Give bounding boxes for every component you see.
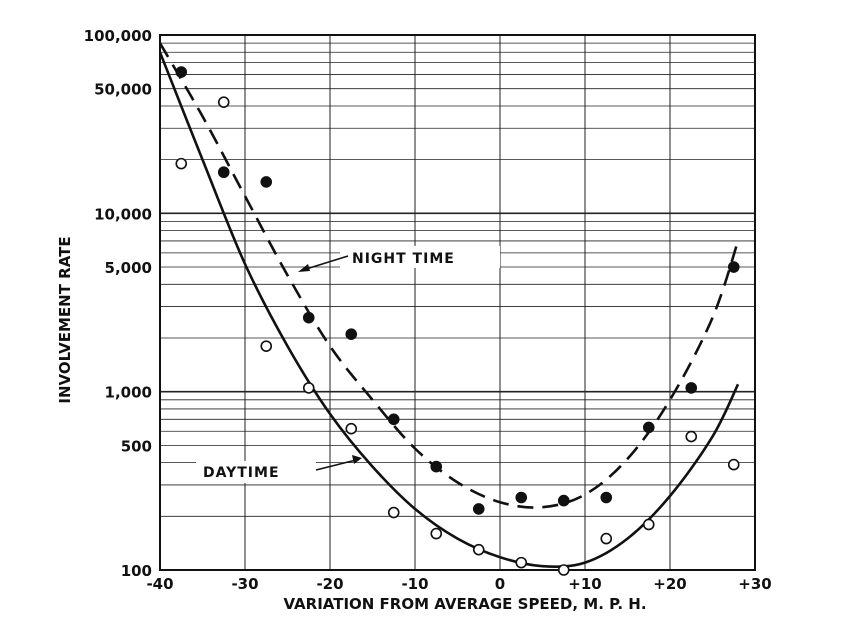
annotation-night-label: NIGHT TIME [352, 251, 455, 267]
y-tick-label: 100 [121, 562, 152, 580]
x-tick-label: +20 [653, 575, 686, 593]
x-axis-title: VARIATION FROM AVERAGE SPEED, M. P. H. [283, 595, 646, 613]
day-data-point [727, 458, 740, 471]
annotation-day-arrowhead [352, 455, 362, 464]
night-data-point [175, 66, 188, 78]
y-tick-label: 1,000 [105, 384, 152, 402]
day-data-point [472, 543, 485, 556]
day-fit-curve [158, 51, 740, 568]
annotation-day-leader [315, 459, 357, 471]
night-data-point [515, 491, 528, 504]
day-data-point [557, 564, 570, 576]
night-data-point [302, 311, 315, 324]
night-fit-curve [158, 42, 740, 509]
night-data-point [642, 421, 655, 434]
day-data-point [260, 340, 273, 352]
day-data-point [302, 382, 315, 394]
y-tick-label: 50,000 [94, 81, 152, 99]
y-tick-label: 5,000 [105, 259, 152, 277]
x-tick-label: -10 [401, 575, 428, 593]
x-tick-label: -30 [231, 575, 258, 593]
night-data-point [472, 503, 485, 515]
annotation-night: NIGHT TIME [298, 246, 500, 272]
night-data-point [217, 166, 230, 179]
night-data-point [430, 460, 443, 473]
x-tick-label: +10 [568, 575, 601, 593]
x-tick-label: 0 [495, 575, 505, 593]
day-data-point [345, 422, 358, 435]
x-tick-label: -40 [146, 575, 173, 593]
night-data-point [685, 382, 698, 394]
night-data-point [557, 494, 570, 507]
annotation-night-leader [302, 255, 349, 271]
night-data-point [345, 328, 358, 341]
annotation-day-label: DAYTIME [203, 465, 280, 481]
x-tick-label: +30 [738, 575, 771, 593]
day-data-point [387, 506, 400, 519]
tick-labels: -40 -30 -20 -10 0 +10 +20 +30 100 500 1,000 5,000 10… [84, 27, 772, 593]
night-data-point [727, 261, 740, 273]
day-data-point [515, 556, 528, 569]
day-data-point [430, 527, 443, 540]
y-axis-title: INVOLVEMENT RATE [56, 236, 74, 403]
day-data-point [175, 157, 188, 170]
grid [159, 35, 756, 571]
day-data-point [600, 532, 613, 545]
day-data-point [685, 430, 698, 443]
fit-curves [158, 42, 740, 568]
night-data-point [600, 491, 613, 504]
plot-frame [159, 34, 756, 571]
data-points [175, 66, 740, 576]
annotation-day: DAYTIME [196, 455, 362, 483]
night-data-point [260, 176, 273, 188]
day-data-point [217, 96, 230, 108]
y-tick-label: 500 [121, 437, 152, 455]
annotation-night-arrowhead [298, 264, 310, 272]
day-data-point [642, 518, 655, 531]
y-tick-label: 100,000 [84, 27, 152, 45]
night-data-point [387, 413, 400, 426]
x-tick-label: -20 [316, 575, 343, 593]
y-tick-label: 10,000 [94, 205, 152, 223]
